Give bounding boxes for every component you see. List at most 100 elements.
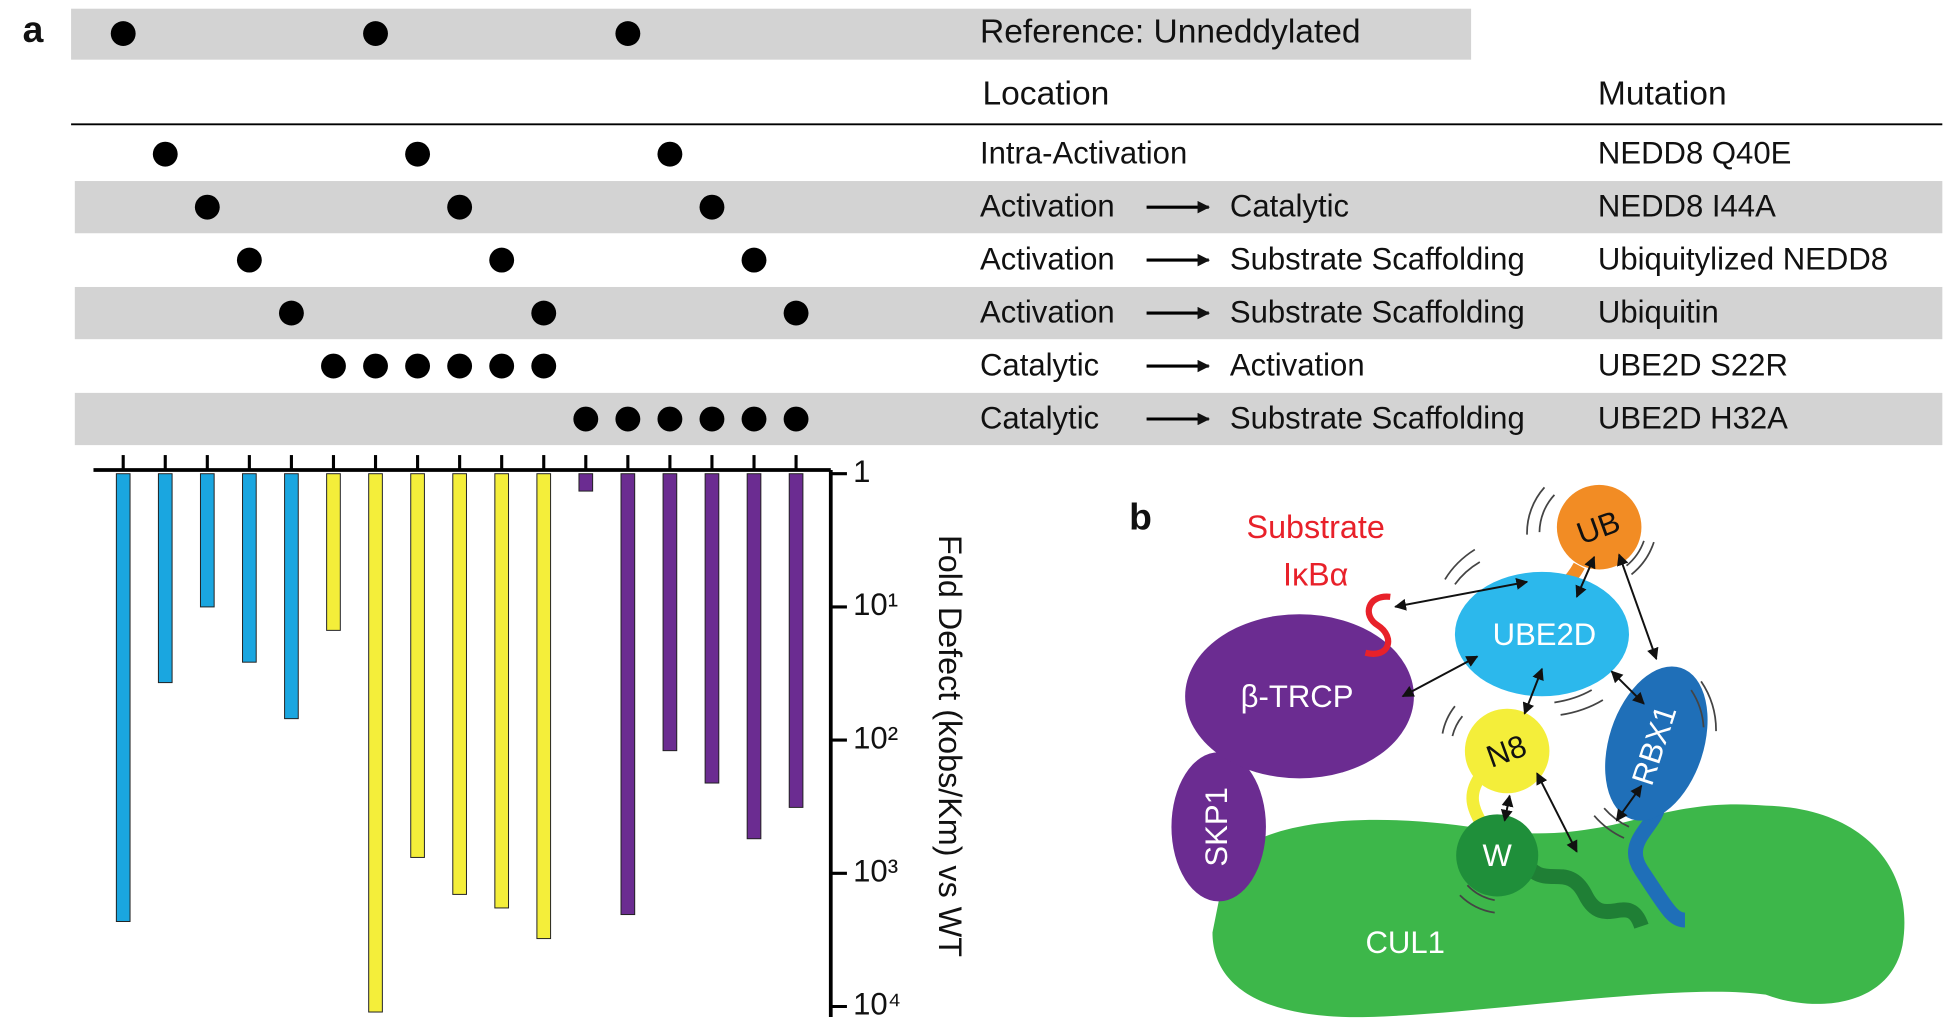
dot xyxy=(363,353,388,379)
arrow xyxy=(1536,772,1578,853)
node-label: UBE2D xyxy=(1493,617,1597,652)
panel-label: b xyxy=(1129,496,1152,538)
y-tick-label: 10² xyxy=(853,720,898,755)
ub-shape xyxy=(1556,484,1642,570)
skp1-shape xyxy=(1171,752,1266,902)
row-band xyxy=(74,392,1943,446)
node-label: CUL1 xyxy=(1365,925,1444,960)
header: Mutation xyxy=(1598,76,1727,113)
dot xyxy=(573,406,599,432)
bar xyxy=(115,473,131,922)
node-label: W xyxy=(1483,838,1513,873)
arrow xyxy=(1617,553,1659,661)
dot xyxy=(783,406,809,432)
bar xyxy=(620,473,636,916)
bar xyxy=(536,473,552,940)
mutation: NEDD8 I44A xyxy=(1598,189,1776,224)
bar xyxy=(242,473,257,663)
bar xyxy=(410,473,425,858)
row-band xyxy=(74,181,1943,234)
arrow xyxy=(1610,670,1645,705)
substrate-label: IκBα xyxy=(1283,556,1348,592)
arrow xyxy=(1575,555,1596,598)
arrow xyxy=(1615,784,1643,822)
location-to: Substrate Scaffolding xyxy=(1230,295,1525,330)
btrcp-shape xyxy=(1185,614,1414,779)
n8-shape xyxy=(1464,708,1550,794)
rbx1-shape xyxy=(1605,666,1708,821)
dot xyxy=(236,247,262,273)
arrow xyxy=(1500,794,1514,822)
mutation: UBE2D H32A xyxy=(1598,400,1788,435)
location-from: Activation xyxy=(980,242,1115,277)
dot xyxy=(615,406,641,432)
dot xyxy=(363,21,388,47)
y-tick-label: 10⁴ xyxy=(853,987,901,1022)
node-label: β-TRCP xyxy=(1241,679,1354,714)
dot xyxy=(741,406,767,432)
dot xyxy=(489,353,515,379)
arrow xyxy=(1522,667,1544,715)
y-tick-label: 10³ xyxy=(853,854,898,889)
dot xyxy=(405,141,431,167)
dot xyxy=(110,21,136,47)
bar xyxy=(494,473,510,909)
dot xyxy=(447,353,473,379)
bar xyxy=(284,473,299,720)
dot xyxy=(531,300,557,326)
dot xyxy=(783,300,809,326)
cul1-shape xyxy=(1212,804,1905,1018)
header: Location xyxy=(982,76,1109,113)
bar xyxy=(157,473,173,684)
dot xyxy=(194,194,220,220)
dot xyxy=(657,141,683,167)
row-band xyxy=(74,286,1943,340)
panel-label: a xyxy=(23,8,44,50)
location-to: Substrate Scaffolding xyxy=(1230,400,1525,435)
arrow xyxy=(1394,578,1529,611)
y-tick-label: 10¹ xyxy=(853,587,898,622)
mutation: UBE2D S22R xyxy=(1598,347,1788,382)
reference-label: Reference: Unneddylated xyxy=(980,13,1361,50)
location-from: Catalytic xyxy=(980,347,1099,382)
dot xyxy=(699,194,725,220)
mutation: Ubiquitin xyxy=(1598,295,1719,330)
bar xyxy=(326,473,341,631)
location-to: Activation xyxy=(1230,347,1365,382)
bar xyxy=(578,473,594,492)
bar xyxy=(199,473,215,608)
linker xyxy=(1466,773,1486,824)
dot xyxy=(657,406,683,432)
dot xyxy=(699,406,725,432)
dot xyxy=(321,353,346,379)
dot xyxy=(489,247,515,273)
substrate-label: Substrate xyxy=(1247,509,1385,545)
location-to: Substrate Scaffolding xyxy=(1230,242,1525,277)
dot xyxy=(615,21,641,47)
dot xyxy=(447,194,473,220)
diagram: Substrate IκBα β-TRCP SKP1 CUL1 UBE2D UB… xyxy=(1171,484,1905,1018)
matrix: Reference: Unneddylated Location Mutation I… xyxy=(71,8,1943,446)
bar-chart: 1 10¹ 10² 10³ 10⁴ Fold Defect (kobs/Km) vs WT xyxy=(93,454,968,1022)
arrow xyxy=(1401,655,1479,698)
location-from: Intra-Activation xyxy=(980,136,1187,171)
mutation: NEDD8 Q40E xyxy=(1598,136,1791,171)
location-from: Activation xyxy=(980,189,1115,224)
y-axis-label: Fold Defect (kobs/Km) vs WT xyxy=(932,535,968,957)
y-tick-label: 1 xyxy=(853,454,870,489)
bar xyxy=(704,473,720,784)
location-from: Activation xyxy=(980,295,1115,330)
bar xyxy=(452,473,467,895)
substrate-shape xyxy=(1364,593,1392,657)
bar xyxy=(368,473,383,1013)
dot xyxy=(405,353,431,379)
dot xyxy=(531,353,557,379)
bar xyxy=(746,473,762,840)
node-label: SKP1 xyxy=(1199,787,1234,866)
dot xyxy=(278,300,304,326)
bar xyxy=(788,473,804,808)
dot xyxy=(741,247,767,273)
location-to: Catalytic xyxy=(1230,189,1349,224)
